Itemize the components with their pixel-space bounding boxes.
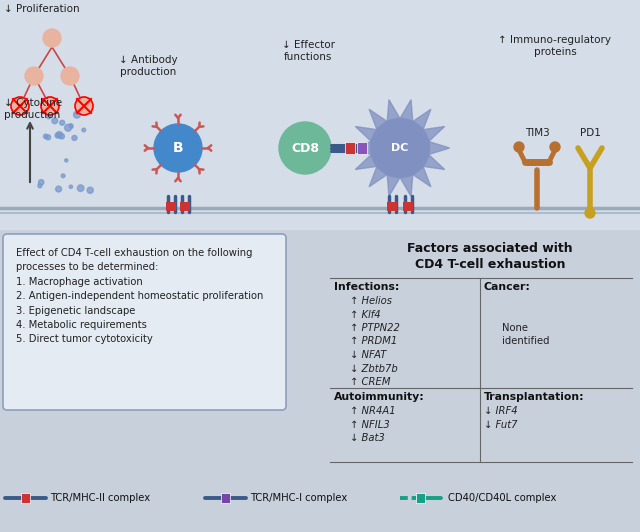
Text: Effect of CD4 T-cell exhaustion on the following
processes to be determined:
1. : Effect of CD4 T-cell exhaustion on the f… [16, 248, 264, 344]
FancyBboxPatch shape [345, 142, 355, 154]
Circle shape [550, 142, 560, 152]
Text: DC: DC [391, 143, 409, 153]
Circle shape [69, 123, 73, 127]
Polygon shape [351, 99, 450, 196]
FancyBboxPatch shape [416, 493, 425, 503]
Text: ↓ Bat3: ↓ Bat3 [350, 433, 385, 443]
Circle shape [38, 184, 42, 188]
FancyBboxPatch shape [21, 493, 30, 503]
Circle shape [279, 122, 331, 174]
Circle shape [65, 159, 68, 162]
FancyBboxPatch shape [180, 202, 190, 211]
Circle shape [11, 97, 29, 115]
Text: Factors associated with
CD4 T-cell exhaustion: Factors associated with CD4 T-cell exhau… [407, 242, 573, 271]
Text: ↑ NR4A1: ↑ NR4A1 [350, 406, 396, 416]
Circle shape [25, 67, 43, 85]
Circle shape [65, 124, 72, 131]
Text: ↓ Fut7: ↓ Fut7 [484, 420, 518, 429]
Text: ↑ NFIL3: ↑ NFIL3 [350, 420, 390, 429]
Circle shape [56, 186, 61, 192]
Circle shape [61, 67, 79, 85]
Circle shape [45, 135, 51, 140]
Text: TCR/MHC-I complex: TCR/MHC-I complex [250, 493, 348, 503]
Circle shape [75, 97, 93, 115]
FancyBboxPatch shape [166, 202, 176, 211]
Text: TCR/MHC-II complex: TCR/MHC-II complex [50, 493, 150, 503]
Circle shape [60, 120, 65, 125]
Text: PD1: PD1 [580, 128, 600, 138]
FancyBboxPatch shape [3, 234, 286, 410]
Circle shape [72, 136, 77, 140]
Circle shape [61, 174, 65, 178]
Circle shape [38, 180, 44, 185]
Circle shape [154, 124, 202, 172]
Circle shape [585, 208, 595, 218]
Text: B: B [173, 141, 183, 155]
Circle shape [74, 111, 81, 118]
Text: ↓ Proliferation: ↓ Proliferation [4, 4, 79, 14]
Text: ↓ Cytokine
production: ↓ Cytokine production [4, 97, 62, 120]
Text: ↑ PTPN22: ↑ PTPN22 [350, 323, 400, 333]
Text: TIM3: TIM3 [525, 128, 549, 138]
Text: ↑ Klf4: ↑ Klf4 [350, 310, 381, 320]
Circle shape [514, 142, 524, 152]
Circle shape [371, 119, 429, 178]
Text: CD40/CD40L complex: CD40/CD40L complex [448, 493, 556, 503]
Text: Autoimmunity:: Autoimmunity: [334, 392, 425, 402]
Text: ↑ Helios: ↑ Helios [350, 296, 392, 306]
Circle shape [44, 134, 48, 139]
FancyBboxPatch shape [387, 202, 397, 211]
Text: ↓ NFAT: ↓ NFAT [350, 350, 387, 360]
Circle shape [47, 114, 51, 119]
Circle shape [55, 133, 60, 138]
FancyBboxPatch shape [221, 493, 230, 503]
Circle shape [56, 131, 63, 138]
FancyBboxPatch shape [357, 142, 367, 154]
FancyBboxPatch shape [0, 0, 640, 230]
Circle shape [70, 125, 73, 128]
Circle shape [87, 187, 93, 193]
FancyBboxPatch shape [0, 230, 640, 532]
Text: ↑ PRDM1: ↑ PRDM1 [350, 337, 397, 346]
Text: None
identified: None identified [502, 323, 550, 346]
FancyBboxPatch shape [403, 202, 413, 211]
Text: ↑ Immuno-regulatory
proteins: ↑ Immuno-regulatory proteins [499, 35, 611, 57]
Circle shape [43, 29, 61, 47]
Circle shape [52, 118, 58, 123]
Text: CD8: CD8 [291, 142, 319, 154]
Text: ↓ IRF4: ↓ IRF4 [484, 406, 518, 416]
Text: Infections:: Infections: [334, 282, 399, 292]
Text: ↓ Antibody
production: ↓ Antibody production [118, 55, 177, 77]
Text: ↑ CREM: ↑ CREM [350, 377, 390, 387]
Text: Transplantation:: Transplantation: [484, 392, 584, 402]
Circle shape [82, 128, 86, 132]
Text: ↓ Effector
functions: ↓ Effector functions [282, 39, 335, 62]
Circle shape [41, 97, 59, 115]
Text: Cancer:: Cancer: [484, 282, 531, 292]
Circle shape [69, 185, 72, 188]
Text: ↓ Zbtb7b: ↓ Zbtb7b [350, 363, 397, 373]
Circle shape [77, 185, 84, 192]
Circle shape [59, 134, 65, 139]
